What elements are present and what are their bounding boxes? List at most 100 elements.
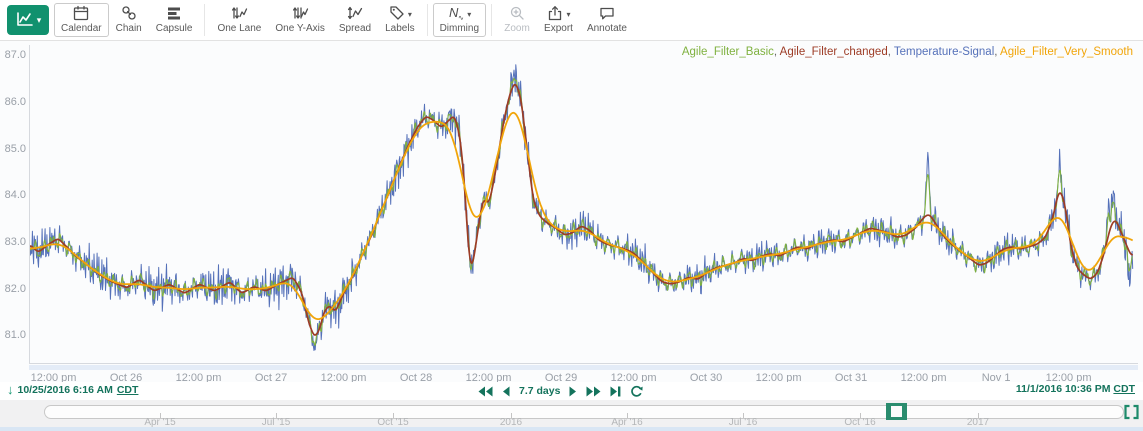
timeline-tick xyxy=(160,413,161,418)
toolbar: ▾ Calendar Chain Capsule One Lane One Y-Axis… xyxy=(0,0,1143,41)
legend: Agile_Filter_Basic, Agile_Filter_changed… xyxy=(682,46,1133,58)
series-line-temperature-signal xyxy=(30,64,1134,351)
timeline-scrubber: Apr '15 Jul '15 Oct '15 2016 Apr '16 Jul '16 O… xyxy=(0,400,1143,428)
tool-spread-button[interactable]: Spread xyxy=(332,3,378,37)
legend-separator: , xyxy=(994,46,1001,58)
timeline-tick xyxy=(511,413,512,418)
one-lane-icon xyxy=(230,4,248,25)
y-axis-tick-label: 86.0 xyxy=(4,95,26,108)
step-forward-half-button[interactable] xyxy=(569,384,577,398)
x-axis-tick-label: Nov 1 xyxy=(981,372,1011,384)
capsule-icon xyxy=(165,4,183,25)
toolbar-divider xyxy=(491,4,493,36)
toolbar-divider xyxy=(204,4,206,36)
legend-item-agile-filter-basic[interactable]: Agile_Filter_Basic xyxy=(681,46,774,58)
tool-one-y-axis-button[interactable]: One Y-Axis xyxy=(268,3,331,37)
legend-item-temperature-signal[interactable]: Temperature-Signal xyxy=(893,46,995,58)
range-navigation: 7.7 days xyxy=(478,382,644,400)
capsule-lane-strip xyxy=(29,365,1138,370)
trend-plot[interactable] xyxy=(30,45,1138,363)
tool-calendar-button[interactable]: Calendar xyxy=(54,3,109,37)
timeline-label: Oct '15 xyxy=(377,417,409,428)
annotate-icon xyxy=(598,4,616,25)
display-range-duration[interactable]: 7.7 days xyxy=(519,385,561,397)
calendar-icon xyxy=(72,4,90,25)
range-start[interactable]: ↓ 10/25/2016 6:16 AM CDT xyxy=(7,383,138,397)
x-axis-tick-label: 12:00 pm xyxy=(755,372,802,384)
tool-label: Calendar xyxy=(61,23,102,34)
tool-one-lane-button[interactable]: One Lane xyxy=(210,3,268,37)
timeline-label: Jul '16 xyxy=(728,417,758,428)
tool-label: Export xyxy=(544,23,573,34)
tool-label: Chain xyxy=(115,23,142,34)
step-back-half-button[interactable] xyxy=(502,384,510,398)
range-end[interactable]: 11/1/2016 10:36 PM CDT xyxy=(1016,383,1135,395)
timeline-tick xyxy=(393,413,394,418)
labels-icon xyxy=(388,4,406,25)
tool-labels-button[interactable]: ▾ Labels xyxy=(378,3,421,37)
step-back-full-button[interactable] xyxy=(478,384,493,398)
tool-export-button[interactable]: ▾ Export xyxy=(537,3,580,37)
x-axis-tick-label: Oct 31 xyxy=(834,372,868,384)
tool-label: Dimming xyxy=(439,23,480,34)
x-axis-tick-label: 12:00 pm xyxy=(465,372,512,384)
timeline-label: Jul '15 xyxy=(261,417,291,428)
one-y-axis-icon xyxy=(291,4,309,25)
expand-range-button[interactable] xyxy=(1123,404,1140,420)
chain-icon xyxy=(120,4,138,25)
legend-item-agile-filter-changed[interactable]: Agile_Filter_changed xyxy=(779,46,888,58)
step-forward-full-button[interactable] xyxy=(586,384,601,398)
timeline-label: Apr '15 xyxy=(144,417,176,428)
tool-chain-button[interactable]: Chain xyxy=(109,3,149,37)
timeline-label: Oct '16 xyxy=(844,417,876,428)
y-axis-tick-label: 82.0 xyxy=(4,282,26,295)
svg-text:∿: ∿ xyxy=(458,15,464,22)
timeline-tick xyxy=(276,413,277,418)
range-end-date[interactable]: 11/1/2016 10:36 PM xyxy=(1015,383,1111,395)
x-axis-tick-label: Oct 30 xyxy=(689,372,723,384)
caret-down-icon: ▾ xyxy=(467,10,472,19)
x-axis-tick-label: 12:00 pm xyxy=(900,372,947,384)
timeline-tick xyxy=(860,413,861,418)
plot-area[interactable] xyxy=(29,45,1138,364)
caret-down-icon: ▾ xyxy=(407,10,412,19)
step-to-end-button[interactable] xyxy=(610,384,621,398)
x-axis-tick-label: Oct 28 xyxy=(399,372,433,384)
x-axis-tick-label: Oct 29 xyxy=(544,372,578,384)
y-axis-tick-label: 83.0 xyxy=(4,236,26,249)
range-start-timezone[interactable]: CDT xyxy=(116,384,139,396)
x-axis-tick-label: 12:00 pm xyxy=(610,372,657,384)
toolbar-groups: Calendar Chain Capsule One Lane One Y-Axis Sp… xyxy=(54,0,634,40)
x-axis-tick-label: Oct 26 xyxy=(109,372,143,384)
trend-view-button[interactable]: ▾ xyxy=(7,5,49,35)
tool-capsule-button[interactable]: Capsule xyxy=(149,3,200,37)
timeline-selection-handle[interactable] xyxy=(886,403,907,420)
timeline-tick xyxy=(627,413,628,418)
trend-chart-icon xyxy=(15,10,35,31)
x-axis-tick-label: 12:00 pm xyxy=(320,372,367,384)
tool-label: Capsule xyxy=(155,23,193,34)
toolbar-divider xyxy=(426,4,428,36)
timeline-label: 2016 xyxy=(499,417,523,428)
timeline-tick xyxy=(978,413,979,418)
chevron-down-icon: ▾ xyxy=(36,14,42,25)
y-axis-tick-label: 87.0 xyxy=(4,49,26,62)
legend-separator: , xyxy=(773,46,780,58)
x-axis-tick-label: 12:00 pm xyxy=(1045,372,1092,384)
range-end-timezone[interactable]: CDT xyxy=(1113,383,1135,395)
tool-dimming-button[interactable]: N ∿ ▾ Dimming xyxy=(432,3,487,37)
dimming-icon: N ∿ xyxy=(447,4,465,25)
y-axis-tick-label: 81.0 xyxy=(4,329,26,342)
caret-down-icon: ▾ xyxy=(566,10,571,19)
range-start-date[interactable]: 10/25/2016 6:16 AM xyxy=(17,384,113,396)
range-start-arrow-icon: ↓ xyxy=(7,382,14,397)
timeline-label: Apr '16 xyxy=(611,417,643,428)
auto-update-button[interactable] xyxy=(630,384,644,398)
timeline-track[interactable] xyxy=(44,405,1124,419)
x-axis-tick-label: Oct 27 xyxy=(254,372,288,384)
legend-item-agile-filter-very-smooth[interactable]: Agile_Filter_Very_Smooth xyxy=(1000,46,1133,58)
y-axis-tick-label: 85.0 xyxy=(4,142,26,155)
tool-label: One Lane xyxy=(217,23,262,34)
series-line-agile-filter-very-smooth xyxy=(30,111,1133,320)
tool-annotate-button[interactable]: Annotate xyxy=(580,3,634,37)
